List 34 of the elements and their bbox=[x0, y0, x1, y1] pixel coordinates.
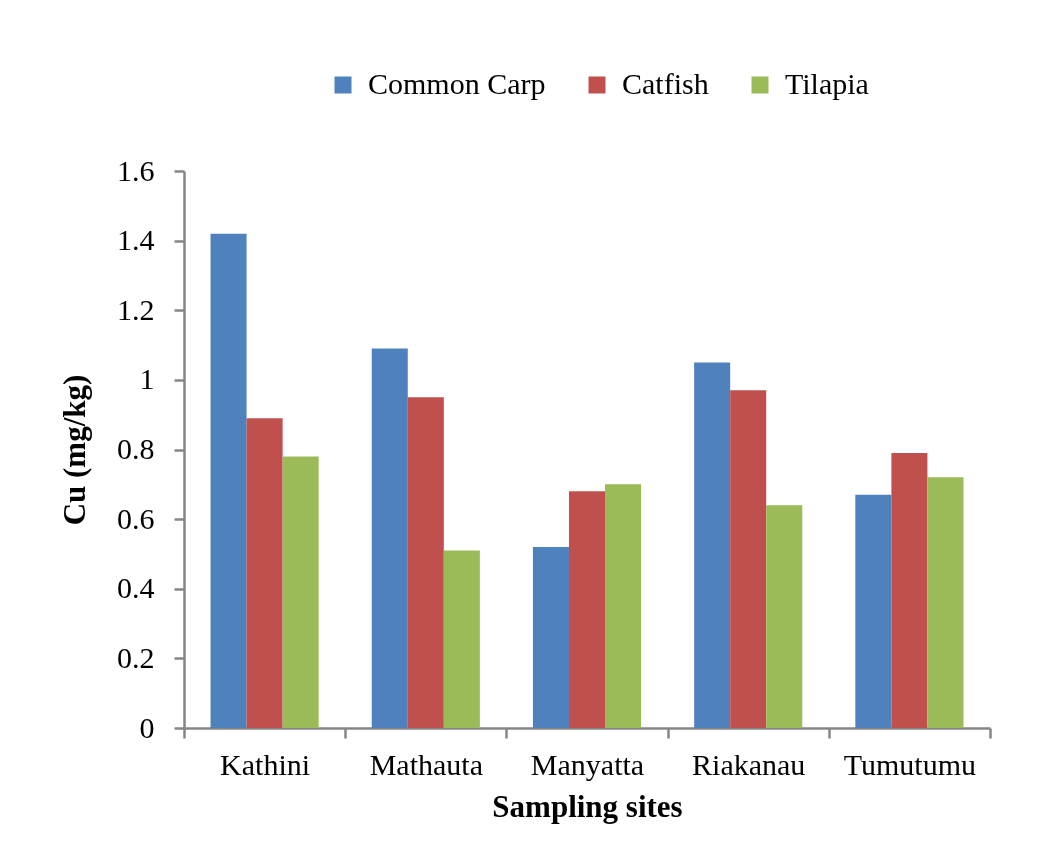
x-axis-title: Sampling sites bbox=[492, 788, 683, 824]
bar bbox=[927, 477, 964, 728]
y-axis-title: Cu (mg/kg) bbox=[57, 374, 92, 526]
y-tick-label: 0.6 bbox=[117, 501, 155, 535]
y-tick-label: 0.4 bbox=[117, 571, 155, 605]
bar bbox=[605, 484, 642, 728]
bar bbox=[891, 452, 928, 728]
bar bbox=[730, 390, 767, 728]
x-tick-label: Manyatta bbox=[530, 747, 645, 781]
bar bbox=[766, 505, 803, 728]
bar bbox=[371, 348, 408, 728]
x-tick-label: Riakanau bbox=[692, 747, 806, 781]
bar bbox=[407, 397, 444, 728]
x-tick-label: Kathini bbox=[220, 747, 311, 781]
bar bbox=[568, 491, 606, 728]
y-tick-label: 0.2 bbox=[117, 640, 155, 674]
bar bbox=[282, 456, 319, 728]
bar bbox=[210, 233, 247, 728]
y-tick-label: 0.8 bbox=[117, 432, 155, 465]
y-tick-label: 1 bbox=[139, 362, 155, 396]
y-tick-label: 0 bbox=[139, 710, 155, 744]
bar bbox=[443, 550, 480, 728]
legend-label: Common Carp bbox=[368, 67, 546, 100]
x-tick-label: Tumutumu bbox=[843, 747, 977, 781]
y-tick-label: 1.6 bbox=[117, 153, 155, 187]
y-tick-label: 1.2 bbox=[117, 292, 155, 326]
bar bbox=[246, 418, 283, 728]
legend-label: Tilapia bbox=[785, 67, 869, 100]
bar bbox=[855, 494, 892, 728]
legend-label: Catfish bbox=[622, 67, 709, 100]
x-tick-label: Mathauta bbox=[369, 747, 483, 781]
y-tick-label: 1.4 bbox=[117, 223, 155, 257]
bar bbox=[694, 362, 731, 728]
bar bbox=[532, 546, 569, 728]
